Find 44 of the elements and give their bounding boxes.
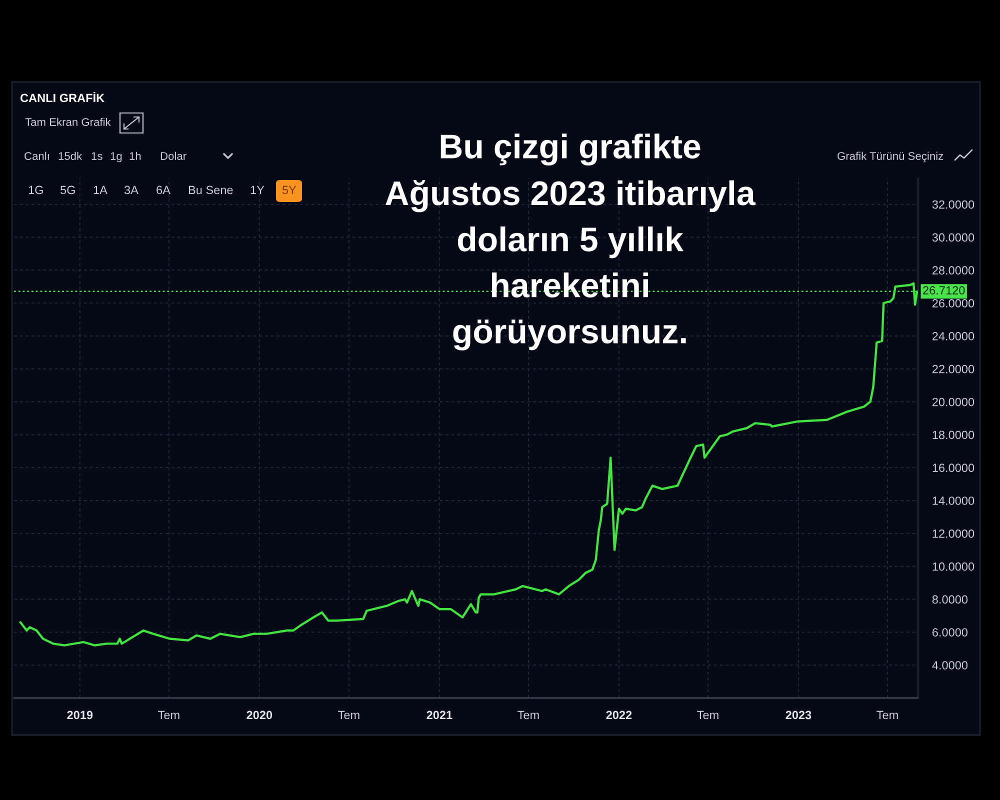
text: 1s — [92, 152, 102, 160]
text: 1g — [110, 152, 122, 162]
text: 15dk — [58, 152, 82, 160]
x-tick-label: 2023 — [786, 710, 812, 720]
y-tick-label: 6.0000 — [932, 628, 968, 637]
annotation: 6A — [156, 186, 170, 194]
text: Dolar — [160, 152, 186, 160]
x-tick-label: Tem — [876, 710, 898, 720]
y-tick-label: 18.0000 — [932, 430, 974, 440]
text: Canlı — [24, 152, 49, 160]
y-tick-label: 28.0000 — [932, 266, 974, 275]
x-tick-label: 2020 — [246, 710, 272, 720]
x-tick-label: 2022 — [606, 710, 632, 720]
y-tick-label: 30.0000 — [932, 233, 974, 242]
y-tick-label: 14.0000 — [932, 496, 974, 505]
y-tick-label: 4.0000 — [932, 661, 968, 670]
annotation: 5G — [60, 186, 75, 194]
chart-title: CANLI GRAFİK — [20, 92, 104, 102]
x-tick-label: Tem — [158, 710, 180, 720]
y-tick-label: 10.0000 — [932, 562, 974, 571]
y-tick-label: 24.0000 — [932, 332, 974, 340]
ref-line-label: 26.7120 — [923, 286, 965, 295]
x-tick-label: Tem — [697, 710, 718, 720]
annotation: Bu çizgi grafikte Ağustos 2023 itibarıyla doların 5 yıllık hareketini görüyorsunuz. — [386, 134, 756, 350]
annotation: 1Y — [250, 186, 264, 194]
y-tick-label: 8.0000 — [932, 595, 968, 604]
text: 1h — [130, 152, 141, 160]
y-tick-label: 32.0000 — [932, 200, 974, 209]
x-tick-label: Tem — [338, 710, 360, 720]
y-tick-label: 12.0000 — [932, 529, 974, 538]
y-tick-label: 26.0000 — [932, 299, 974, 308]
x-tick-label: 2019 — [67, 710, 93, 720]
annotation: 1A — [94, 186, 108, 194]
text: Grafik Türünü Seçiniz — [838, 152, 944, 162]
y-tick-label: 16.0000 — [932, 464, 974, 472]
annotation: Bu Sene — [188, 186, 233, 194]
annotation: 5Y — [282, 186, 296, 194]
y-tick-label: 20.0000 — [932, 398, 974, 406]
annotation: 3A — [124, 186, 138, 194]
text: Tam Ekran Grafik — [25, 118, 111, 126]
annotation: 1G — [28, 186, 43, 194]
x-tick-label: 2021 — [426, 710, 452, 720]
y-tick-label: 22.0000 — [932, 364, 974, 374]
x-tick-label: Tem — [518, 710, 539, 720]
